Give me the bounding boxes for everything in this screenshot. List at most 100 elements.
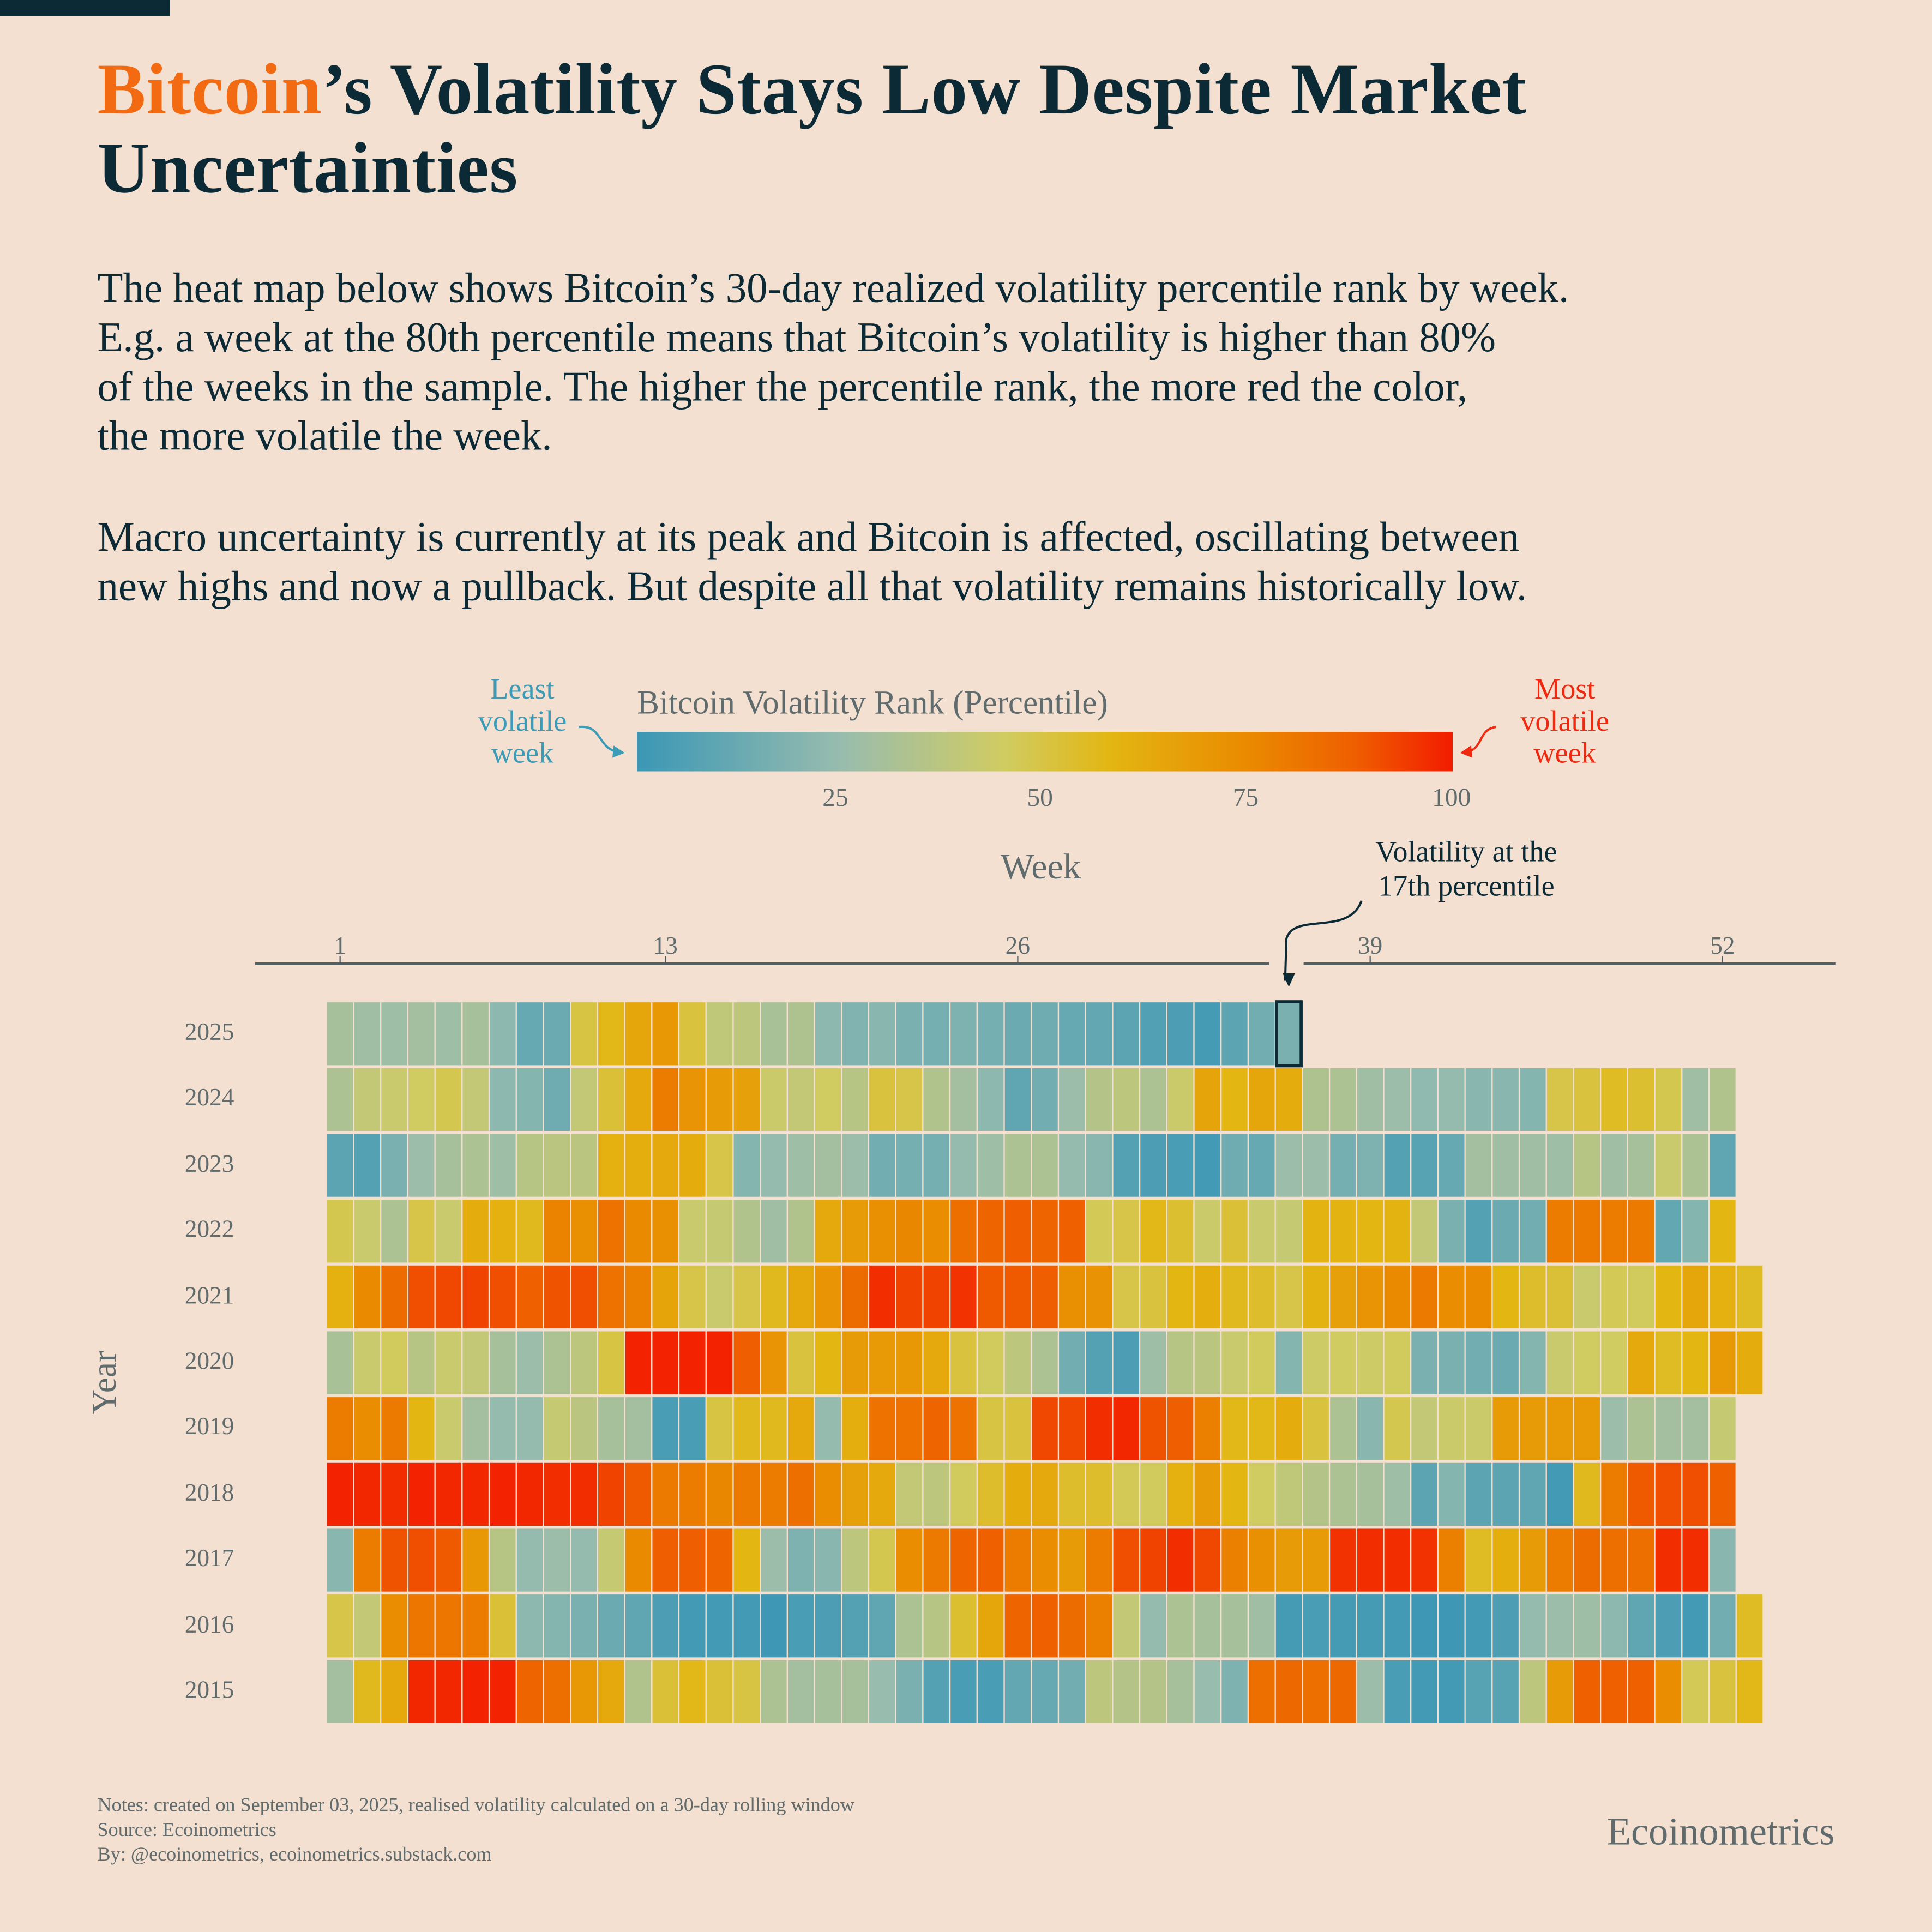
heatmap-cell-2016-w13: [651, 1593, 680, 1659]
heatmap-cell-2025-w15: [705, 1001, 734, 1067]
heatmap-cell-2017-w49: [1627, 1527, 1656, 1593]
heatmap-cell-2019-w34: [1220, 1395, 1249, 1461]
heatmap-cell-2019-w14: [678, 1395, 707, 1461]
heatmap-cell-2022-w52: [1708, 1198, 1737, 1264]
heatmap-cell-2024-w49: [1627, 1067, 1656, 1133]
heatmap-cell-2023-w50: [1654, 1133, 1683, 1198]
desc-line: E.g. a week at the 80th percentile means…: [97, 315, 1496, 362]
heatmap-cell-2021-w47: [1573, 1264, 1602, 1330]
heatmap-cell-2023-w33: [1193, 1133, 1222, 1198]
heatmap-cell-2020-w28: [1057, 1330, 1086, 1395]
heatmap-cell-2020-w49: [1627, 1330, 1656, 1395]
heatmap-cell-2025-w26: [1003, 1001, 1032, 1067]
heatmap-cell-2023-w24: [949, 1133, 978, 1198]
heatmap-cell-2022-w5: [434, 1198, 463, 1264]
heatmap-cell-2016-w5: [434, 1593, 463, 1659]
heatmap-cell-2017-w12: [624, 1527, 653, 1593]
heatmap-cell-2018-w36: [1274, 1461, 1303, 1527]
heatmap-cell-2021-w44: [1491, 1264, 1520, 1330]
heatmap-cell-2025-w30: [1112, 1001, 1141, 1067]
least-volatile-arrowhead: [612, 745, 625, 758]
heatmap-cell-2024-w13: [651, 1067, 680, 1133]
heatmap-cell-2018-w31: [1139, 1461, 1167, 1527]
heatmap-cell-2019-w18: [786, 1395, 815, 1461]
heatmap-cell-2025-w31: [1139, 1001, 1167, 1067]
heatmap-cell-2021-w49: [1627, 1264, 1656, 1330]
heatmap-cell-2017-w39: [1356, 1527, 1385, 1593]
heatmap-cell-2021-w6: [461, 1264, 490, 1330]
heatmap-cell-2017-w47: [1573, 1527, 1602, 1593]
heatmap-cell-2015-w7: [488, 1659, 517, 1725]
heatmap-cell-2015-w38: [1328, 1659, 1357, 1725]
heatmap-cell-2015-w19: [814, 1659, 842, 1725]
heatmap-cell-2016-w3: [380, 1593, 409, 1659]
heatmap-cell-2022-w29: [1085, 1198, 1114, 1264]
heatmap-cell-2025-w4: [407, 1001, 436, 1067]
heatmap-cell-2017-w33: [1193, 1527, 1222, 1593]
heatmap-cell-2015-w47: [1573, 1659, 1602, 1725]
heatmap-cell-2020-w53: [1735, 1330, 1764, 1395]
desc-line: Macro uncertainty is currently at its pe…: [97, 515, 1520, 561]
heatmap-cell-2025-w16: [732, 1001, 761, 1067]
heatmap-cell-2016-w45: [1518, 1593, 1547, 1659]
heatmap-cell-2024-w14: [678, 1067, 707, 1133]
heatmap-cell-2022-w1: [326, 1198, 354, 1264]
heatmap-cell-2016-w6: [461, 1593, 490, 1659]
heatmap-cell-2019-w48: [1600, 1395, 1629, 1461]
heatmap-cell-2023-w11: [597, 1133, 625, 1198]
heatmap-cell-2016-w7: [488, 1593, 517, 1659]
heatmap-cell-2022-w40: [1383, 1198, 1412, 1264]
heatmap-cell-2018-w20: [841, 1461, 870, 1527]
heatmap-cell-2017-w11: [597, 1527, 625, 1593]
heatmap-cell-2020-w4: [407, 1330, 436, 1395]
heatmap-cell-2021-w27: [1031, 1264, 1060, 1330]
heatmap-cell-2024-w27: [1031, 1067, 1060, 1133]
heatmap-cell-2024-w10: [570, 1067, 599, 1133]
heatmap-cell-2017-w37: [1302, 1527, 1331, 1593]
heatmap-cell-2025-w35: [1247, 1001, 1276, 1067]
heatmap-cell-2024-w41: [1410, 1067, 1439, 1133]
heatmap-cell-2016-w32: [1166, 1593, 1195, 1659]
heatmap-cell-2018-w41: [1410, 1461, 1439, 1527]
heatmap-cell-2017-w43: [1464, 1527, 1493, 1593]
heatmap-cell-2016-w22: [895, 1593, 924, 1659]
heatmap-cell-2023-w36: [1274, 1133, 1303, 1198]
heatmap-cell-2022-w11: [597, 1198, 625, 1264]
heatmap-cell-2021-w21: [868, 1264, 896, 1330]
heatmap-cell-2022-w17: [760, 1198, 788, 1264]
heatmap-cell-2017-w17: [760, 1527, 788, 1593]
heatmap-cell-2025-w10: [570, 1001, 599, 1067]
heatmap-cell-2025-w12: [624, 1001, 653, 1067]
heatmap-cell-2024-w38: [1328, 1067, 1357, 1133]
heatmap-cell-2018-w37: [1302, 1461, 1331, 1527]
heatmap-cell-2015-w10: [570, 1659, 599, 1725]
heatmap-cell-2021-w18: [786, 1264, 815, 1330]
heatmap-cell-2023-w23: [922, 1133, 951, 1198]
heatmap-cell-2023-w3: [380, 1133, 409, 1198]
heatmap-cell-2022-w7: [488, 1198, 517, 1264]
heatmap-cell-2019-w50: [1654, 1395, 1683, 1461]
heatmap-cell-2019-w9: [543, 1395, 571, 1461]
heatmap-cell-2021-w15: [705, 1264, 734, 1330]
heatmap-cell-2016-w36: [1274, 1593, 1303, 1659]
heatmap-cell-2016-w19: [814, 1593, 842, 1659]
heatmap-cell-2018-w45: [1518, 1461, 1547, 1527]
heatmap-cell-2023-w45: [1518, 1133, 1547, 1198]
y-tick-label: 2019: [184, 1413, 234, 1441]
heatmap-cell-2017-w26: [1003, 1527, 1032, 1593]
heatmap-cell-2016-w40: [1383, 1593, 1412, 1659]
heatmap-cell-2025-w1: [326, 1001, 354, 1067]
heatmap-cell-2016-w43: [1464, 1593, 1493, 1659]
heatmap-cell-2024-w42: [1437, 1067, 1466, 1133]
heatmap-cell-2020-w6: [461, 1330, 490, 1395]
heatmap-cell-2015-w50: [1654, 1659, 1683, 1725]
heatmap-cell-2017-w13: [651, 1527, 680, 1593]
heatmap-cell-2017-w50: [1654, 1527, 1683, 1593]
heatmap-cell-2023-w12: [624, 1133, 653, 1198]
heatmap-cell-2024-w39: [1356, 1067, 1385, 1133]
heatmap-cell-2016-w27: [1031, 1593, 1060, 1659]
heatmap-cell-2023-w19: [814, 1133, 842, 1198]
heatmap-cell-2023-w1: [326, 1133, 354, 1198]
heatmap-cell-2017-w38: [1328, 1527, 1357, 1593]
